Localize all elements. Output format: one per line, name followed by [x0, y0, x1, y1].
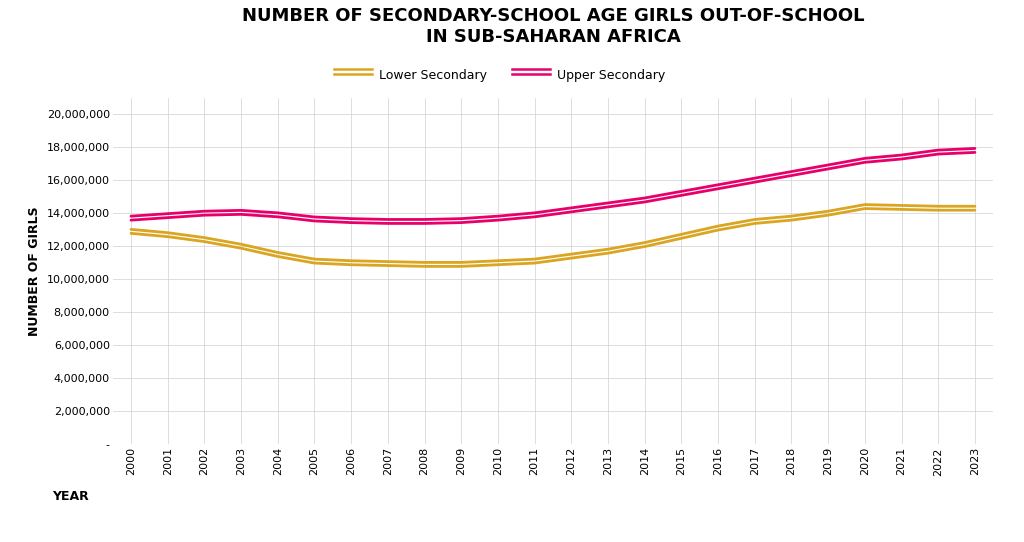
Y-axis label: NUMBER OF GIRLS: NUMBER OF GIRLS: [29, 206, 41, 336]
Text: YEAR: YEAR: [52, 489, 89, 502]
Title: NUMBER OF SECONDARY-SCHOOL AGE GIRLS OUT-OF-SCHOOL
IN SUB-SAHARAN AFRICA: NUMBER OF SECONDARY-SCHOOL AGE GIRLS OUT…: [242, 7, 864, 46]
Legend: Lower Secondary, Upper Secondary: Lower Secondary, Upper Secondary: [330, 62, 671, 87]
